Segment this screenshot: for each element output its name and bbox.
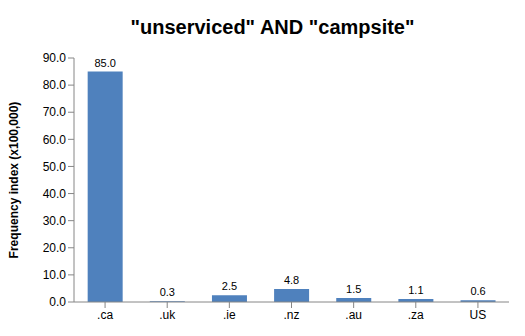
svg-text:60.0: 60.0 [43, 133, 67, 147]
svg-text:.ca: .ca [97, 308, 113, 322]
svg-text:.za: .za [408, 308, 424, 322]
svg-text:0.3: 0.3 [160, 286, 175, 298]
svg-text:85.0: 85.0 [94, 57, 115, 69]
svg-text:1.1: 1.1 [408, 284, 423, 296]
svg-text:10.0: 10.0 [43, 268, 67, 282]
svg-text:50.0: 50.0 [43, 160, 67, 174]
svg-text:70.0: 70.0 [43, 105, 67, 119]
svg-text:US: US [470, 308, 487, 322]
svg-text:Frequency index (x100,000): Frequency index (x100,000) [8, 102, 21, 259]
svg-text:.ie: .ie [223, 308, 236, 322]
svg-text:.au: .au [345, 308, 362, 322]
svg-text:0.6: 0.6 [470, 285, 485, 297]
svg-text:80.0: 80.0 [43, 78, 67, 92]
svg-text:.uk: .uk [159, 308, 176, 322]
html-text:"unserviced" AND "campsite": "unserviced" AND "campsite" [130, 16, 415, 38]
svg-text:0.0: 0.0 [49, 295, 66, 309]
svg-text:30.0: 30.0 [43, 214, 67, 228]
svg-text:4.8: 4.8 [284, 274, 299, 286]
svg-text:40.0: 40.0 [43, 187, 67, 201]
svg-text:20.0: 20.0 [43, 241, 67, 255]
svg-text:90.0: 90.0 [43, 51, 67, 65]
svg-text:2.5: 2.5 [222, 280, 237, 292]
svg-text:1.5: 1.5 [346, 283, 361, 295]
svg-text:.nz: .nz [283, 308, 299, 322]
